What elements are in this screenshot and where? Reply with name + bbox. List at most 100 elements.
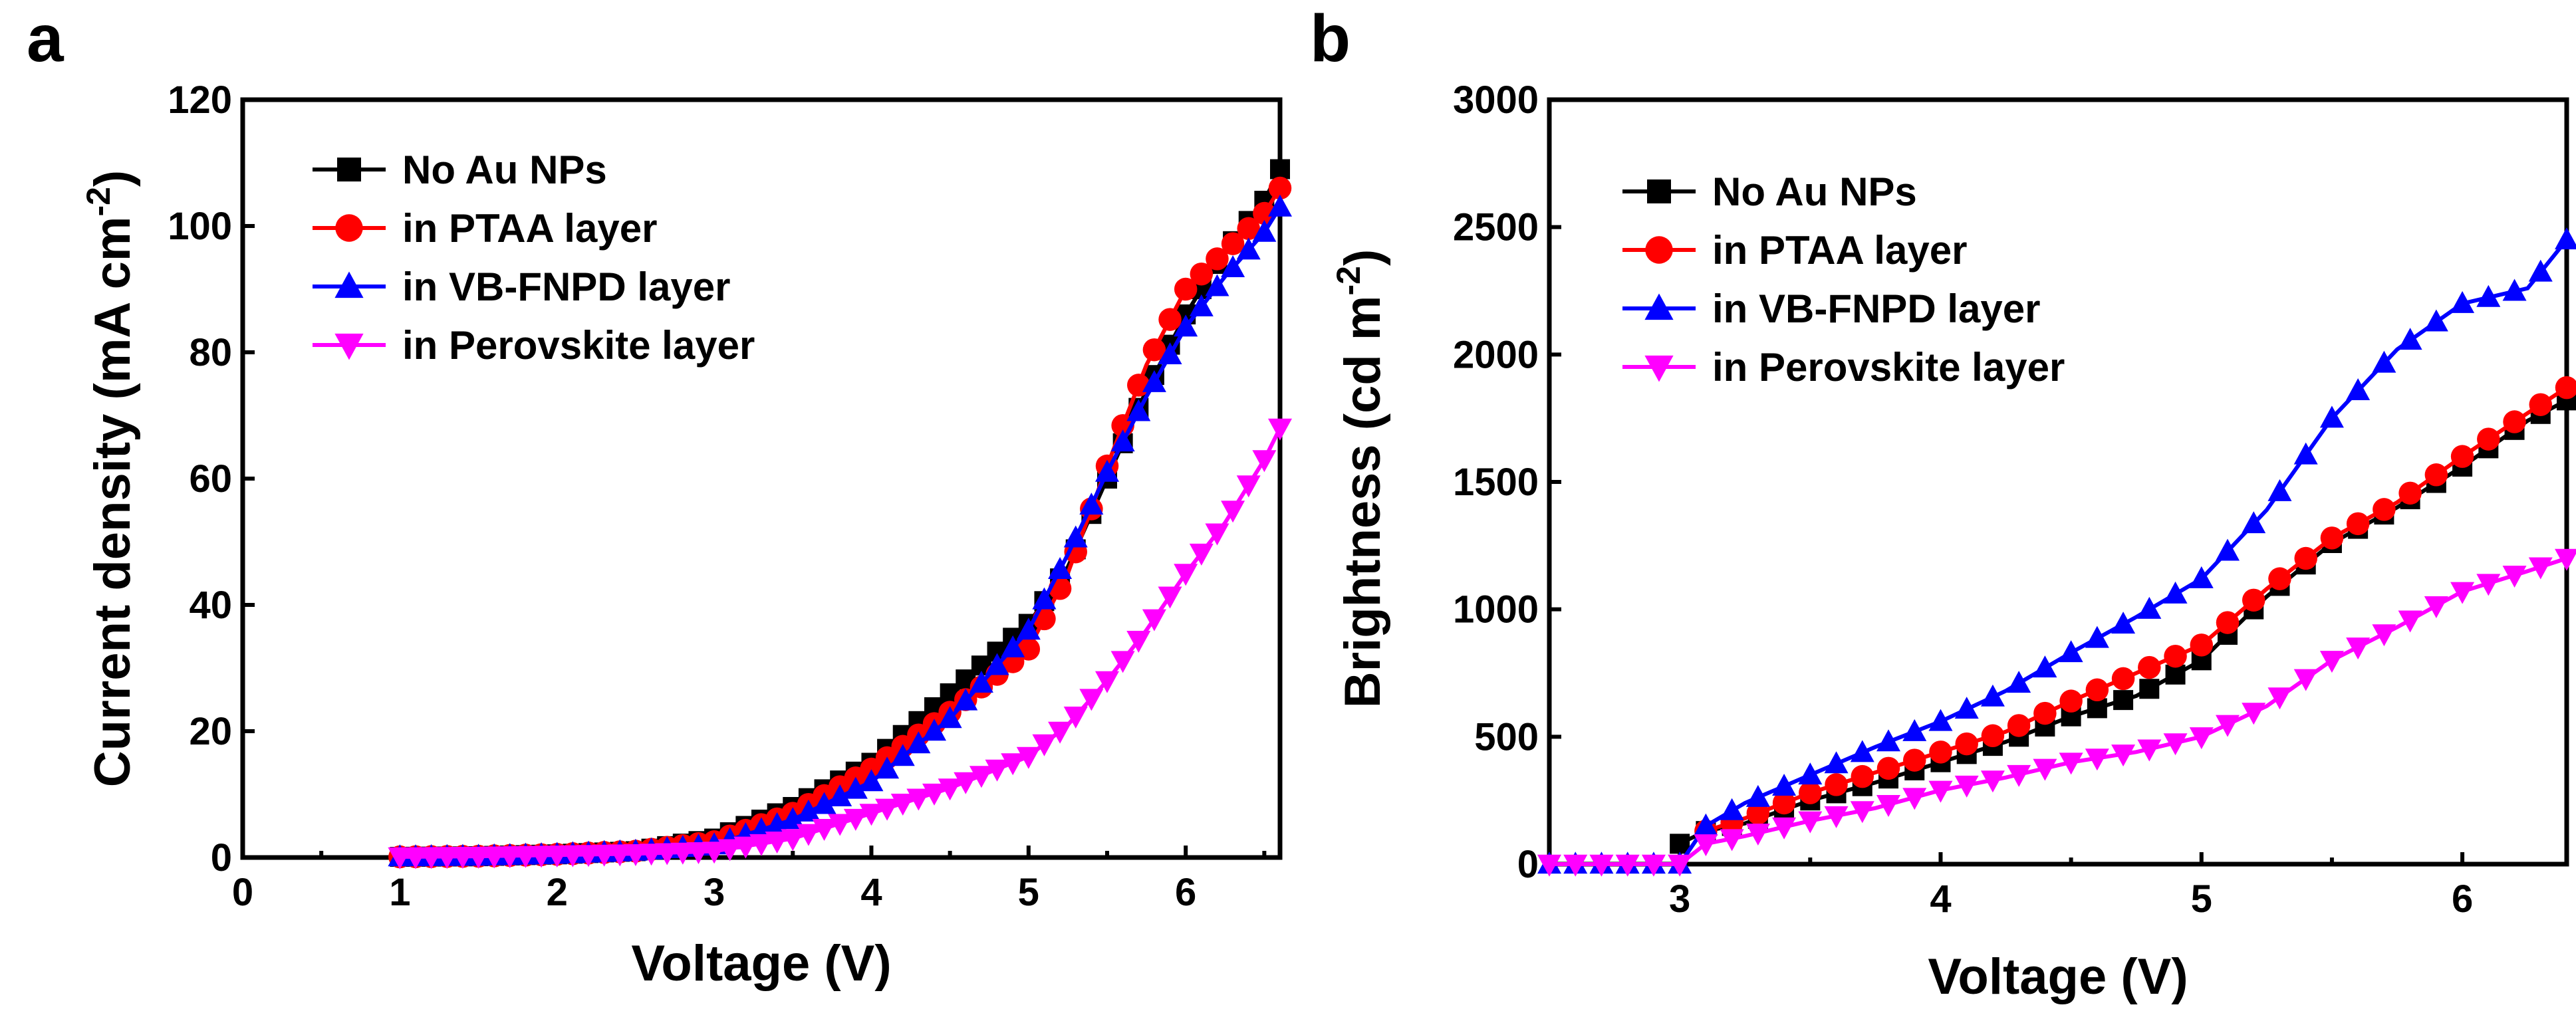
data-point — [2424, 309, 2448, 332]
data-point — [1221, 232, 1245, 255]
chart-a-ylabel: Current density (mA cm-2) — [80, 170, 141, 787]
data-point — [1095, 671, 1119, 693]
data-point — [1174, 314, 1198, 337]
data-point — [1126, 630, 1151, 653]
data-point — [1158, 308, 1182, 331]
data-point — [796, 799, 821, 822]
legend-item: in Perovskite layer — [313, 323, 755, 368]
data-point — [2242, 703, 2266, 725]
data-point — [2111, 667, 2135, 691]
data-point — [2476, 574, 2501, 596]
data-point — [717, 839, 742, 861]
data-point — [2294, 546, 2317, 570]
data-point — [812, 819, 837, 842]
data-point — [2085, 678, 2109, 702]
data-point — [1268, 176, 1292, 200]
data-point — [2373, 498, 2396, 521]
data-point — [1001, 635, 1025, 657]
data-point — [906, 788, 931, 811]
data-point — [1190, 262, 1214, 286]
legend-item: in PTAA layer — [313, 206, 657, 251]
data-point — [781, 807, 805, 830]
data-point — [1954, 697, 1979, 719]
data-point — [828, 784, 852, 807]
panel-label-b: b — [1310, 1, 1351, 76]
data-point — [1063, 525, 1088, 548]
series-triangle-up — [1537, 227, 2576, 874]
data-point — [1270, 159, 1290, 179]
data-point — [1981, 724, 2005, 748]
y-tick-label: 80 — [189, 331, 232, 374]
data-point — [2372, 624, 2396, 647]
data-point — [2113, 690, 2134, 711]
data-point — [404, 847, 428, 869]
data-point — [1745, 784, 1770, 807]
data-point — [875, 798, 900, 821]
legend-marker — [334, 271, 364, 298]
data-point — [969, 671, 993, 693]
data-point — [2033, 758, 2057, 781]
data-point — [2555, 227, 2576, 250]
data-point — [1221, 501, 1245, 523]
data-point — [890, 794, 915, 816]
data-point — [1237, 217, 1260, 241]
x-tick-label: 3 — [1669, 877, 1690, 921]
data-point — [608, 844, 632, 867]
data-point — [1670, 834, 1690, 854]
data-point — [1929, 741, 1952, 764]
data-point — [1824, 806, 1849, 828]
y-tick-label: 20 — [189, 710, 232, 753]
data-point — [1954, 775, 1979, 798]
data-point — [1048, 721, 1073, 744]
data-point — [733, 836, 758, 859]
data-point — [1110, 429, 1135, 452]
data-point — [2059, 689, 2083, 713]
x-tick-label: 6 — [2452, 877, 2473, 921]
x-tick-label: 5 — [1018, 871, 1039, 914]
data-point — [2346, 378, 2371, 401]
data-point — [2059, 640, 2083, 663]
data-point — [2268, 567, 2291, 590]
data-point — [577, 845, 600, 867]
data-point — [2293, 442, 2318, 465]
data-point — [1746, 802, 1770, 825]
chart-a-ylabel-sup: -2 — [80, 187, 117, 216]
data-point — [1268, 418, 1292, 441]
data-point — [2216, 611, 2240, 634]
data-point — [545, 845, 569, 867]
data-point — [2293, 669, 2318, 691]
data-point — [1876, 756, 1900, 780]
data-point — [702, 842, 727, 864]
data-point — [1799, 781, 1822, 804]
data-point — [1142, 338, 1166, 362]
data-point — [812, 792, 837, 814]
legend-label: in PTAA layer — [402, 206, 657, 251]
legend-marker — [1644, 293, 1674, 320]
y-tick-label: 0 — [211, 836, 232, 879]
data-point — [1720, 829, 1744, 852]
data-point — [1955, 732, 1978, 756]
data-point — [1772, 773, 1797, 796]
data-point — [2189, 566, 2214, 588]
data-point — [686, 842, 711, 865]
data-point — [2450, 445, 2474, 468]
data-point — [623, 844, 648, 867]
data-point — [2007, 671, 2031, 693]
data-point — [2190, 633, 2214, 657]
data-point — [670, 842, 695, 865]
data-point — [1142, 609, 1166, 631]
legend-marker — [1645, 236, 1673, 264]
y-tick-label: 500 — [1474, 715, 1539, 758]
data-point — [639, 844, 664, 866]
data-point — [1772, 817, 1797, 840]
chart-b-ylabel-close: ) — [1335, 249, 1391, 266]
data-point — [2164, 644, 2187, 668]
data-point — [1236, 237, 1261, 260]
data-point — [2320, 526, 2344, 550]
data-point — [2007, 714, 2031, 737]
data-point — [969, 766, 993, 788]
data-point — [2398, 610, 2422, 633]
x-tick-label: 3 — [704, 871, 725, 914]
data-point — [1206, 247, 1229, 271]
